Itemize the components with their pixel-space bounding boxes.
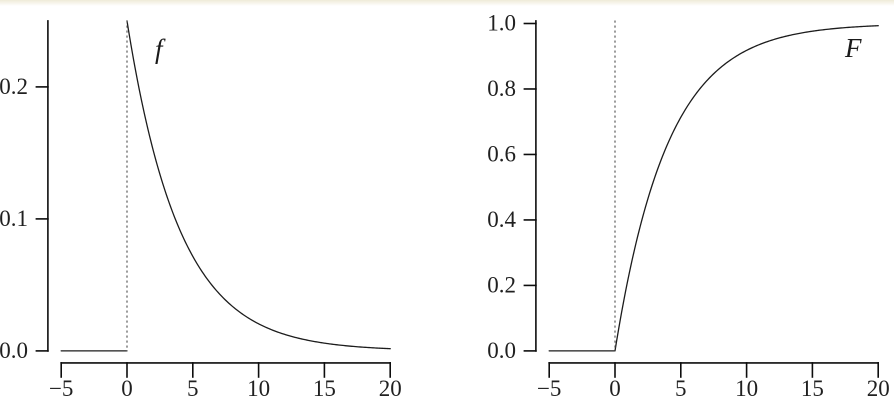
svg-text:10: 10 — [735, 376, 758, 401]
svg-text:0: 0 — [609, 376, 621, 401]
svg-text:F: F — [844, 33, 862, 63]
svg-text:0: 0 — [121, 376, 133, 401]
svg-text:20: 20 — [379, 376, 402, 401]
svg-text:0.1: 0.1 — [0, 206, 28, 231]
svg-text:−5: −5 — [537, 376, 561, 401]
svg-text:10: 10 — [247, 376, 270, 401]
svg-text:0.0: 0.0 — [487, 338, 516, 363]
svg-text:0.6: 0.6 — [487, 141, 516, 166]
svg-text:5: 5 — [675, 376, 687, 401]
svg-text:0.4: 0.4 — [487, 207, 516, 232]
svg-text:20: 20 — [867, 376, 890, 401]
svg-text:15: 15 — [313, 376, 336, 401]
svg-text:15: 15 — [801, 376, 824, 401]
svg-text:0.0: 0.0 — [0, 338, 28, 363]
svg-text:f: f — [155, 34, 166, 64]
svg-text:0.2: 0.2 — [487, 272, 516, 297]
svg-text:0.8: 0.8 — [487, 76, 516, 101]
svg-text:5: 5 — [187, 376, 199, 401]
svg-text:0.2: 0.2 — [0, 74, 28, 99]
svg-text:−5: −5 — [49, 376, 73, 401]
svg-text:1.0: 1.0 — [487, 11, 516, 36]
